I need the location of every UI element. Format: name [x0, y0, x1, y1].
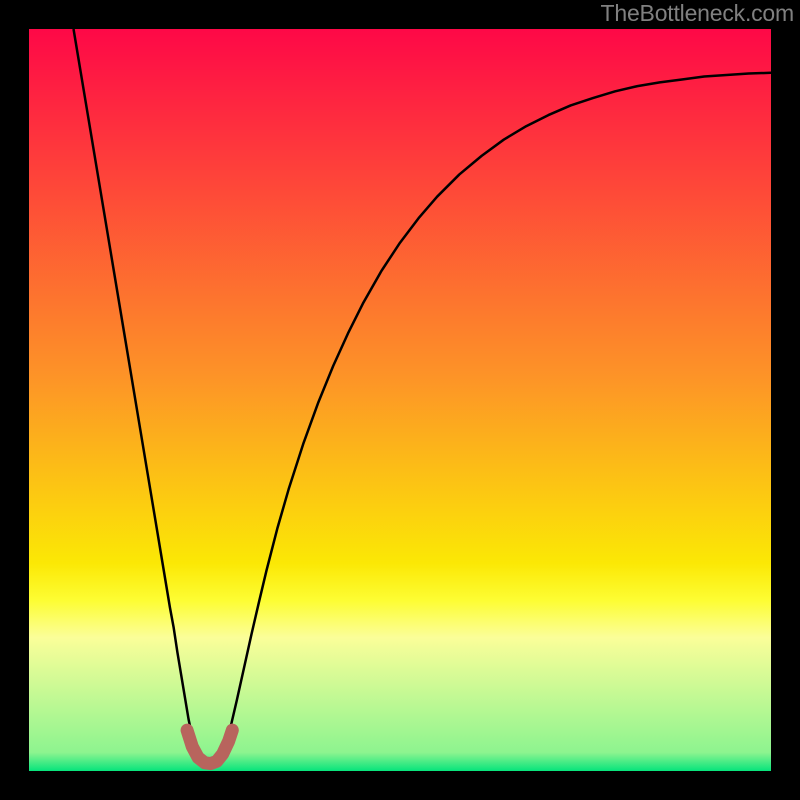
- figure-outer: TheBottleneck.com: [0, 0, 800, 800]
- plot-area: [29, 29, 771, 771]
- watermark-text: TheBottleneck.com: [601, 0, 794, 27]
- curve-layer: [29, 29, 771, 771]
- marker-u-shape: [187, 730, 232, 763]
- bottleneck-curve: [74, 29, 771, 764]
